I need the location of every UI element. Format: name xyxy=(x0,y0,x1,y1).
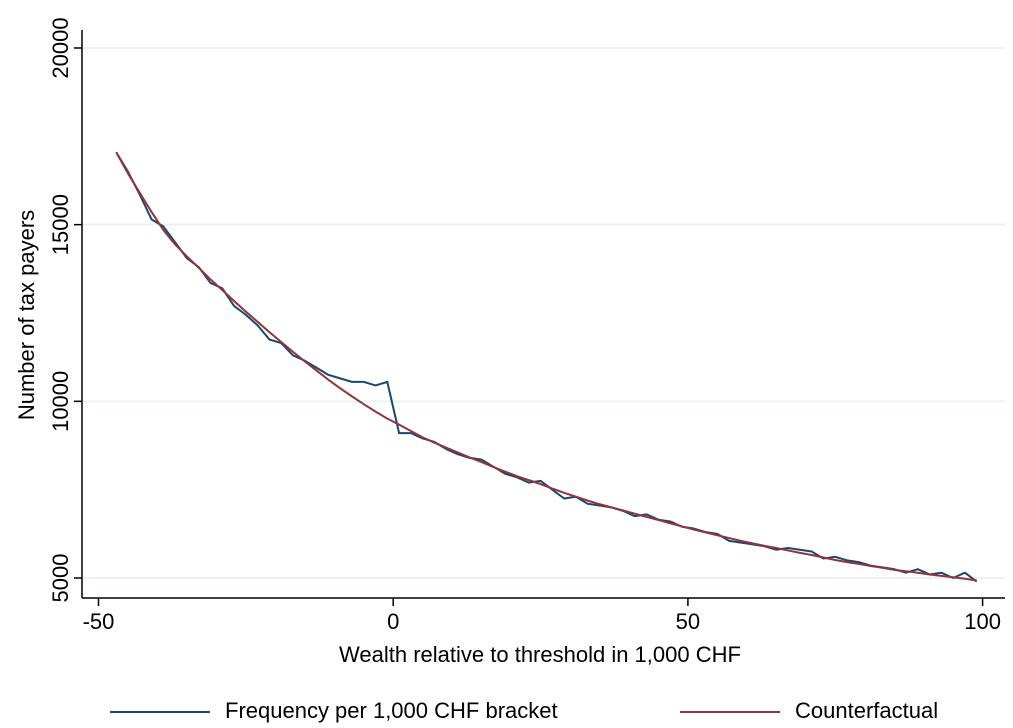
legend-label: Frequency per 1,000 CHF bracket xyxy=(225,698,558,723)
x-tick-label: 0 xyxy=(387,609,399,634)
x-axis-title: Wealth relative to threshold in 1,000 CH… xyxy=(339,642,741,667)
y-axis-title: Number of tax payers xyxy=(14,210,39,420)
y-tick-label: 15000 xyxy=(48,194,73,255)
data-line xyxy=(115,151,978,583)
data-line xyxy=(115,151,977,582)
x-tick-label: 50 xyxy=(676,609,700,634)
y-tick-label: 5000 xyxy=(48,554,73,603)
legend-label: Counterfactual xyxy=(795,698,938,723)
x-tick-label: 100 xyxy=(964,609,1001,634)
y-tick-label: 20000 xyxy=(48,17,73,78)
x-tick-label: -50 xyxy=(83,609,115,634)
y-tick-label: 10000 xyxy=(48,371,73,432)
